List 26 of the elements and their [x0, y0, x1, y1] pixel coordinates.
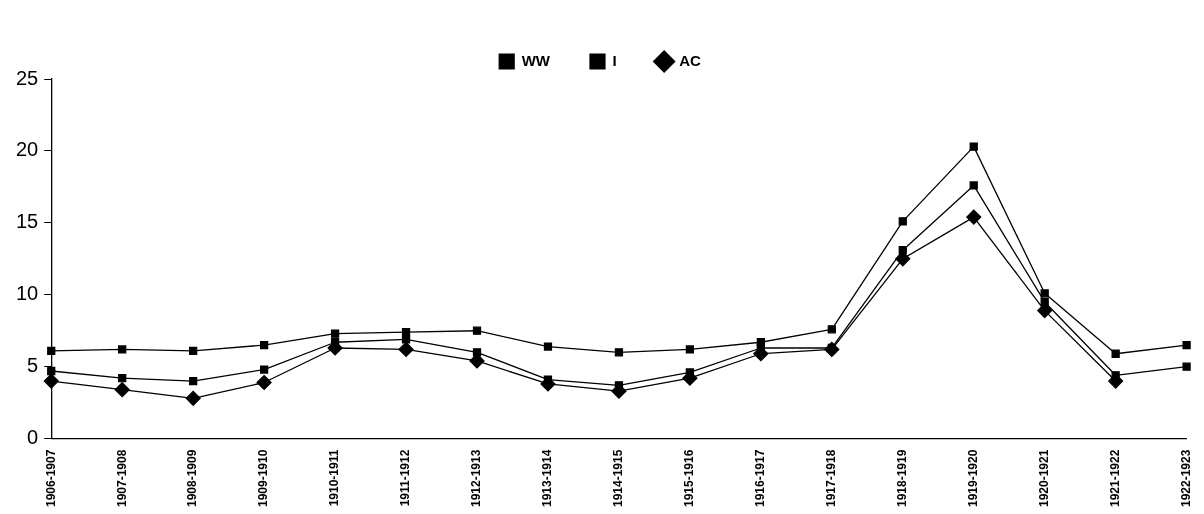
- legend-label: I: [612, 51, 617, 69]
- x-tick-label: 1913-1914: [540, 449, 555, 507]
- x-tick-label: 1908-1909: [185, 449, 200, 507]
- x-tick-label: 1907-1908: [114, 449, 129, 507]
- y-tick-label: 10: [16, 282, 39, 305]
- x-tick-label: 1909-1910: [256, 449, 271, 507]
- legend-label: AC: [679, 51, 701, 69]
- x-tick-label: 1911-1912: [398, 449, 413, 507]
- x-tick-label: 1919-1920: [966, 449, 981, 507]
- x-tick-label: 1914-1915: [611, 449, 626, 507]
- y-tick-label: 20: [16, 138, 39, 161]
- y-tick-label: 0: [27, 426, 39, 449]
- y-tick-label: 25: [16, 66, 39, 89]
- x-tick-label: 1912-1913: [469, 449, 484, 507]
- x-tick-label: 1921-1922: [1107, 449, 1122, 507]
- x-tick-label: 1922-1923: [1178, 449, 1193, 507]
- legend-label: WW: [521, 51, 551, 69]
- x-tick-label: 1906-1907: [43, 449, 58, 507]
- x-tick-label: 1917-1918: [824, 449, 839, 507]
- x-tick-label: 1910-1911: [327, 449, 342, 507]
- x-tick-label: 1915-1916: [682, 449, 697, 507]
- y-tick-label: 15: [16, 210, 39, 233]
- y-tick-label: 5: [27, 354, 39, 377]
- x-tick-label: 1918-1919: [895, 449, 910, 507]
- x-tick-label: 1916-1917: [753, 449, 768, 507]
- x-tick-label: 1920-1921: [1036, 449, 1051, 507]
